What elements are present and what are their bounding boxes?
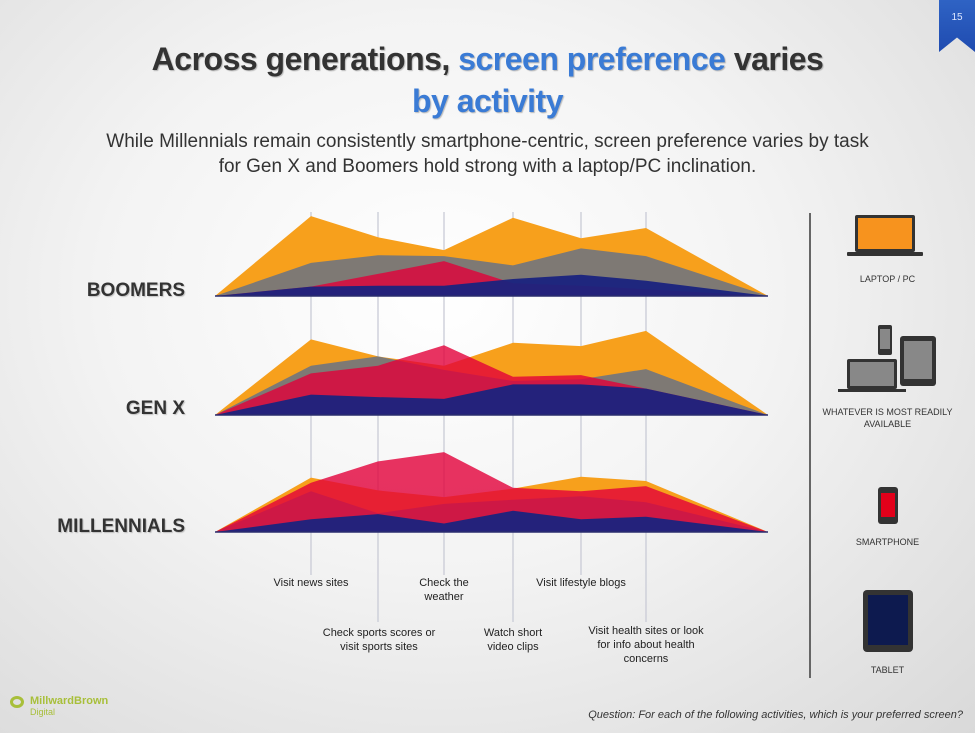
area-gen-x-tablet [215, 384, 768, 415]
smartphone-icon [878, 487, 898, 524]
title-line2: by activity [411, 83, 564, 119]
legend-label-laptop: LAPTOP / PC [859, 274, 916, 284]
logo-name: MillwardBrown [30, 695, 109, 707]
page-title: Across generations, screen preference va… [0, 38, 975, 122]
subtitle-line1: While Millennials remain consistently sm… [106, 131, 869, 152]
subtitle: While Millennials remain consistently sm… [0, 129, 975, 179]
legend-label-whatever: WHATEVER IS MOST READILY AVAILABLE [822, 407, 953, 429]
category-label: Visit lifestyle blogs [536, 577, 626, 589]
category-label: Visit news sites [273, 577, 349, 589]
category-label: Visit health sites or look for info abou… [588, 625, 704, 665]
title-highlight: screen preference [458, 41, 726, 77]
footer-question: Question: For each of the following acti… [588, 709, 963, 721]
legend-label-smartphone: SMARTPHONE [855, 537, 920, 547]
panel-label-genx: GEN X [125, 398, 185, 419]
category-label: Watch short video clips [483, 627, 543, 653]
page-number: 15 [951, 12, 963, 23]
laptop-icon [847, 215, 923, 256]
tablet-icon [863, 590, 913, 652]
title-part1: Across generations, [151, 41, 459, 77]
logo-mark-icon [10, 696, 24, 708]
legend-label-tablet: TABLET [870, 665, 905, 675]
area-millennials-tablet [215, 510, 768, 532]
category-label: Check sports scores or visit sports site… [322, 627, 436, 653]
panel-label-millennials: MILLENNIALS [57, 516, 185, 537]
legend-divider [809, 213, 811, 678]
area-millennials-smartphone [215, 452, 768, 532]
category-label: Check the weather [419, 577, 469, 603]
multi-device-icon [838, 325, 936, 392]
area-boomers-tablet [215, 274, 768, 296]
logo-sub: Digital [30, 707, 56, 717]
subtitle-line2: for Gen X and Boomers hold strong with a… [218, 156, 757, 177]
title-part2: varies [725, 41, 824, 77]
panel-label-boomers: BOOMERS [86, 280, 185, 301]
